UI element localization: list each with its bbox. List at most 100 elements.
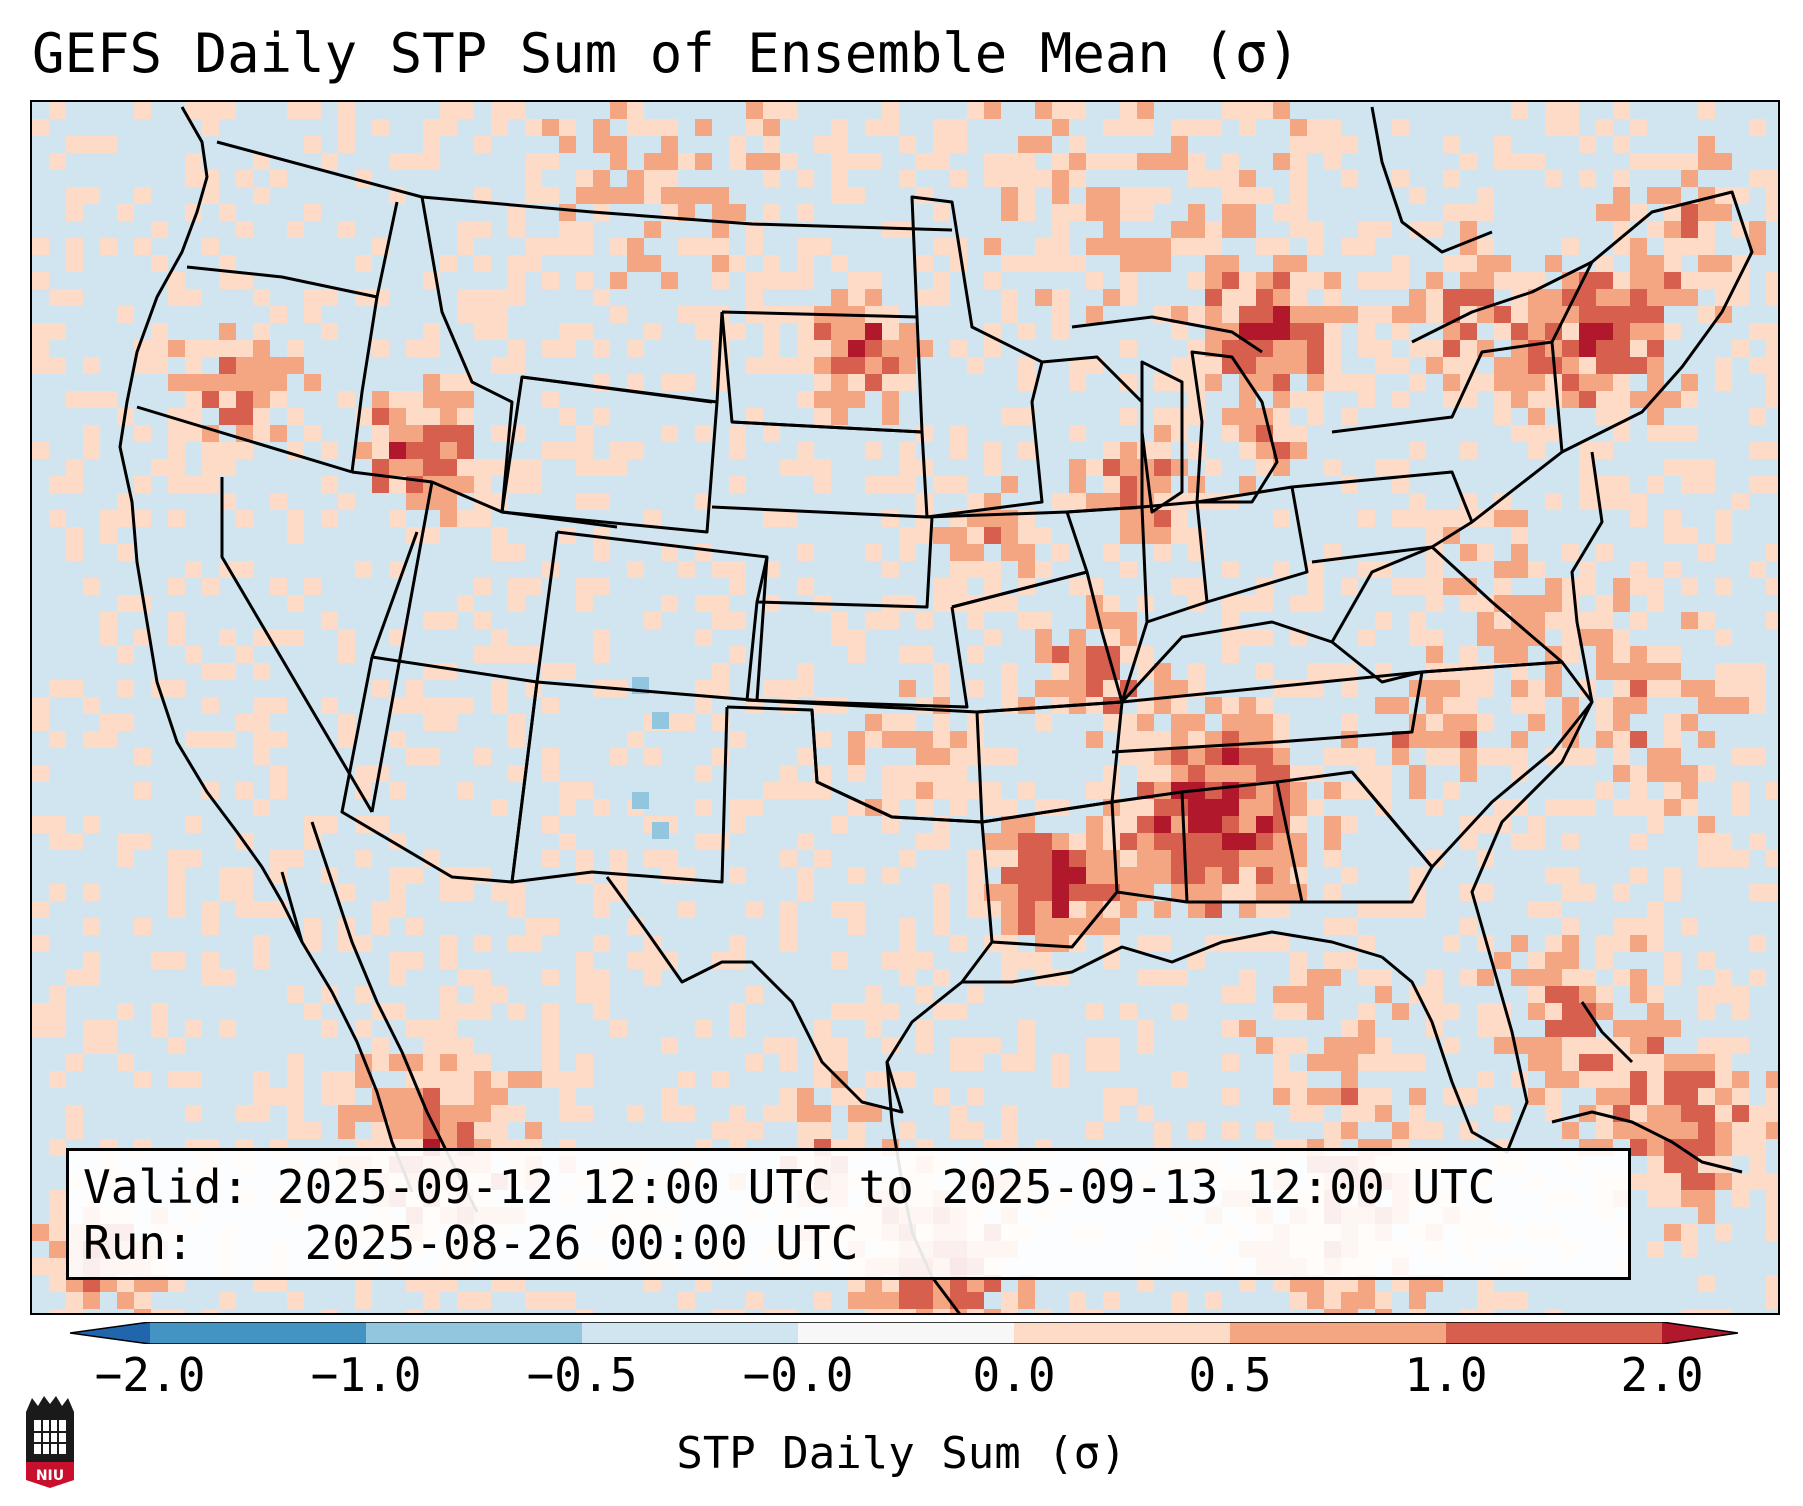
stp-cell (491, 629, 508, 646)
st-lawrence (1411, 260, 1593, 344)
stp-cell (559, 663, 576, 680)
stp-cell (1494, 1292, 1511, 1309)
valid-label: Valid: (83, 1160, 250, 1214)
stp-cell (1205, 459, 1222, 476)
stp-cell (236, 782, 253, 799)
stp-cell (1324, 289, 1341, 306)
stp-cell (1052, 306, 1069, 323)
stp-cell (1154, 374, 1171, 391)
stp-cell (1409, 731, 1426, 748)
stp-cell (1749, 969, 1766, 986)
stp-cell (1562, 629, 1579, 646)
stp-cell (508, 1071, 525, 1088)
stp-cell (746, 799, 763, 816)
stp-cell (1358, 1292, 1375, 1309)
stp-cell (406, 459, 423, 476)
stp-cell (831, 391, 848, 408)
stp-cell (1256, 272, 1273, 289)
stp-cell (1579, 629, 1596, 646)
stp-cell (1358, 935, 1375, 952)
stp-cell (100, 612, 117, 629)
stp-cell (1290, 289, 1307, 306)
stp-cell (1545, 901, 1562, 918)
stp-cell (236, 221, 253, 238)
stp-cell (865, 544, 882, 561)
stp-cell (355, 442, 372, 459)
stp-cell (440, 119, 457, 136)
stp-cell (406, 697, 423, 714)
stp-cell (474, 323, 491, 340)
stp-cell (1511, 306, 1528, 323)
stp-cell (1613, 969, 1630, 986)
stp-cell (1647, 595, 1664, 612)
stp-cell (1137, 714, 1154, 731)
stp-cell (1664, 731, 1681, 748)
stp-cell (882, 323, 899, 340)
stp-cell (1596, 374, 1613, 391)
stp-cell (1766, 884, 1778, 901)
tick-label: 1.0 (1404, 1348, 1488, 1402)
stp-cell (916, 799, 933, 816)
stp-cell (984, 238, 1001, 255)
stp-cell (1511, 969, 1528, 986)
stp-cell (882, 408, 899, 425)
stp-cell (49, 1241, 66, 1258)
stp-cell (1545, 595, 1562, 612)
stp-cell (627, 340, 644, 357)
stp-cell (593, 408, 610, 425)
stp-cell (1579, 136, 1596, 153)
stp-cell (678, 901, 695, 918)
stp-cell (1273, 204, 1290, 221)
stp-cell (372, 1054, 389, 1071)
stp-cell (1307, 799, 1324, 816)
stp-cell (1630, 1105, 1647, 1122)
stp-cell (1613, 1122, 1630, 1139)
stp-cell (1766, 1292, 1778, 1309)
stp-cell (1562, 374, 1579, 391)
stp-cell (746, 1292, 763, 1309)
stp-cell (1409, 867, 1426, 884)
stp-cell (559, 1071, 576, 1088)
stp-cell (1494, 1105, 1511, 1122)
stp-cell (1630, 765, 1647, 782)
stp-cell (185, 646, 202, 663)
stp-cell (1120, 187, 1137, 204)
stp-cell (1647, 1156, 1664, 1173)
stp-cell (287, 1122, 304, 1139)
stp-cell (1171, 748, 1188, 765)
stp-cell (1290, 187, 1307, 204)
stp-cell (1239, 289, 1256, 306)
stp-cell (525, 170, 542, 187)
stp-cell (1681, 153, 1698, 170)
stp-cell (1698, 612, 1715, 629)
stp-cell (66, 238, 83, 255)
stp-cell (865, 1071, 882, 1088)
stp-cell (372, 408, 389, 425)
stp-cell (1375, 765, 1392, 782)
stp-cell (1205, 170, 1222, 187)
stp-cell (1494, 136, 1511, 153)
stp-cell (457, 884, 474, 901)
new-england (1550, 190, 1754, 454)
stp-cell (1647, 646, 1664, 663)
stp-cell (253, 425, 270, 442)
stp-cell (1154, 850, 1171, 867)
stp-cell (168, 442, 185, 459)
stp-cell (1749, 680, 1766, 697)
stp-cell (270, 374, 287, 391)
stp-cell (474, 578, 491, 595)
stp-cell (1052, 935, 1069, 952)
stp-cell (508, 714, 525, 731)
stp-cell (474, 136, 491, 153)
stp-cell (984, 493, 1001, 510)
stp-cell (882, 306, 899, 323)
stp-cell (83, 918, 100, 935)
stp-cell (1443, 357, 1460, 374)
stp-cell (1443, 731, 1460, 748)
stp-cell (117, 1054, 134, 1071)
stp-cell (168, 425, 185, 442)
stp-cell (423, 1037, 440, 1054)
stp-cell (967, 714, 984, 731)
stp-cell (1664, 238, 1681, 255)
stp-cell (49, 1139, 66, 1156)
